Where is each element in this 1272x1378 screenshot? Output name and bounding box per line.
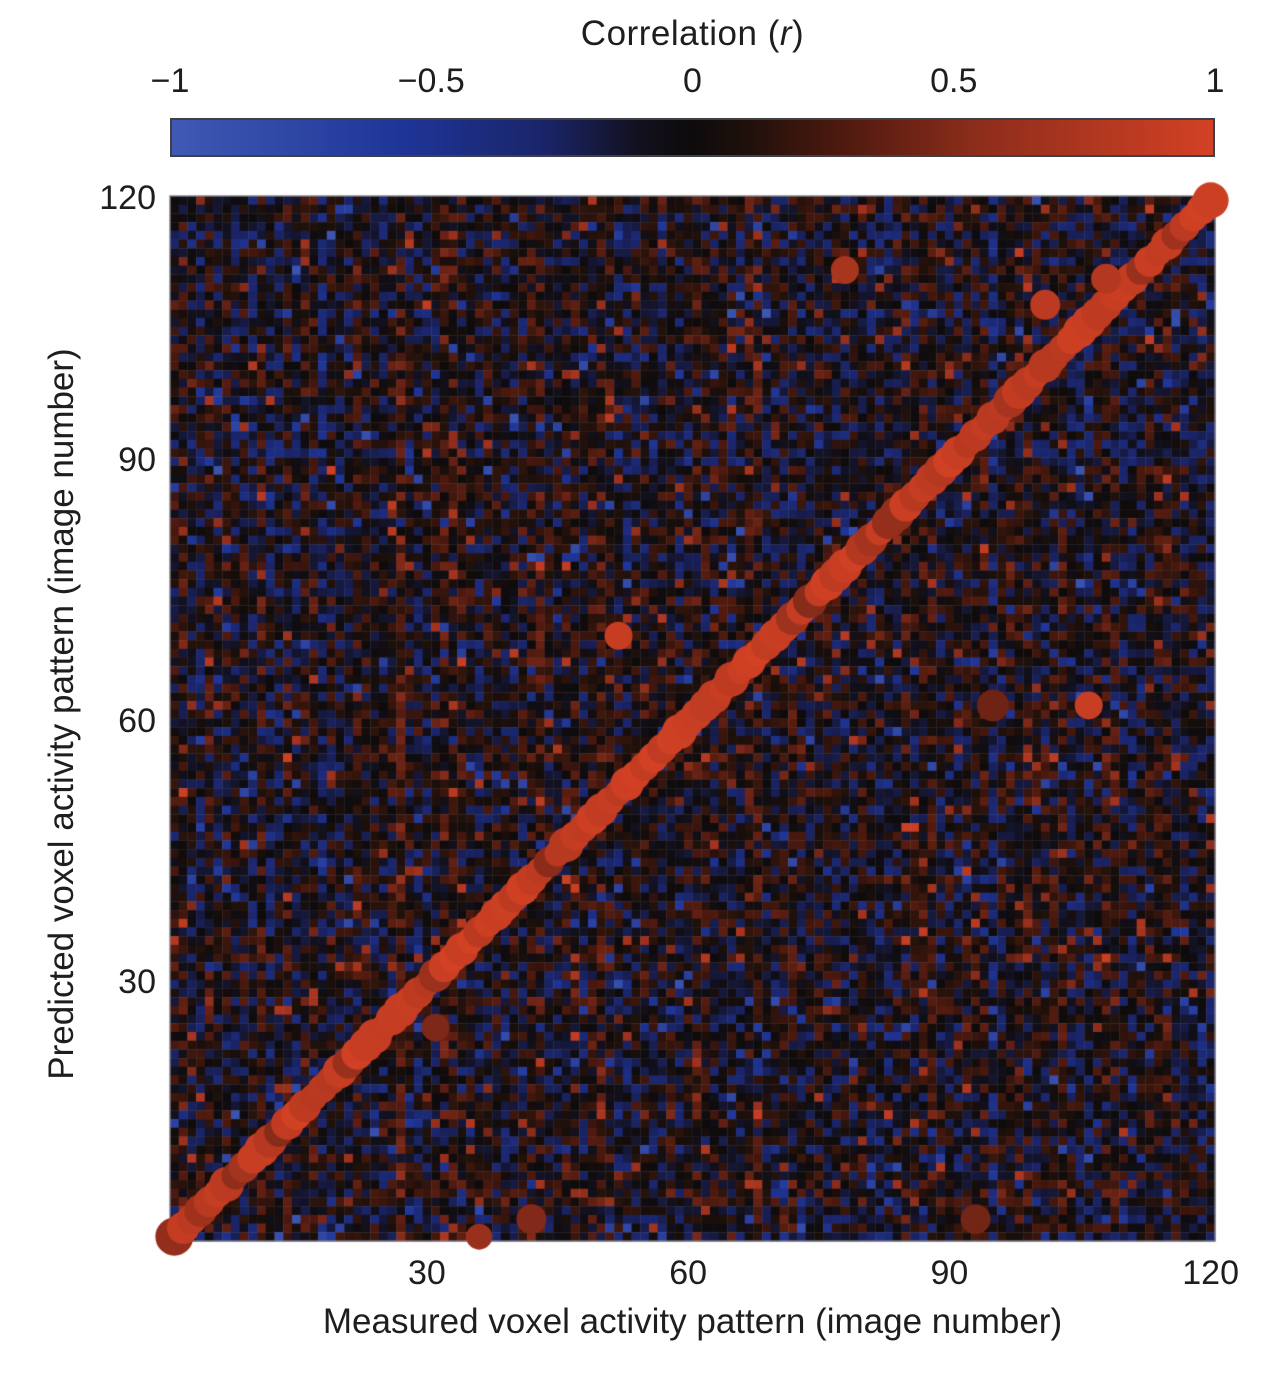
- x-axis-label: Measured voxel activity pattern (image n…: [322, 1302, 1063, 1341]
- x-tick-label: 120: [1182, 1254, 1240, 1292]
- colorbar-tick-label: 0: [683, 62, 702, 100]
- y-tick-label: 90: [118, 440, 156, 479]
- x-tick-label: 30: [407, 1254, 446, 1292]
- colorbar-tick-label: −0.5: [397, 62, 465, 100]
- colorbar-tick-label: 0.5: [930, 62, 978, 100]
- y-tick-label: 30: [118, 963, 156, 1002]
- x-tick-label: 90: [930, 1254, 969, 1292]
- colorbar-tick-label: −1: [150, 62, 190, 100]
- y-tick-label: 120: [99, 179, 156, 218]
- y-tick-label: 60: [118, 701, 156, 740]
- colorbar-title: Correlation (r): [170, 14, 1215, 54]
- correlation-matrix-heatmap: [130, 150, 1265, 1268]
- colorbar-title-prefix: Correlation (: [580, 14, 780, 53]
- y-axis-label: Predicted voxel activity pattern (image …: [42, 348, 81, 1080]
- x-tick-label: 60: [669, 1254, 708, 1292]
- colorbar-tick-label: 1: [1205, 62, 1225, 100]
- colorbar-title-r: r: [779, 14, 793, 53]
- colorbar-title-suffix: ): [792, 14, 805, 53]
